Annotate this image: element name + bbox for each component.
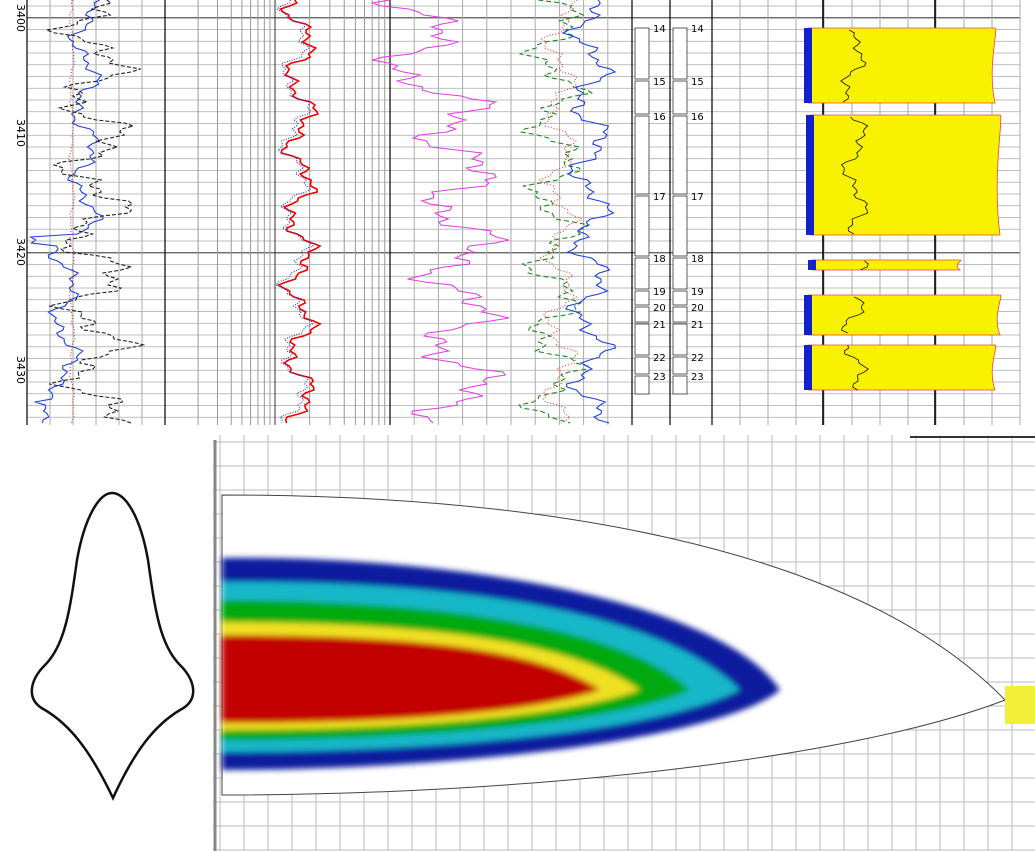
porosity-edge — [804, 345, 812, 390]
porosity-edge — [806, 115, 814, 235]
zone-box — [673, 324, 687, 355]
zone-label: 20 — [691, 303, 704, 314]
zone-label: 14 — [653, 24, 666, 35]
depth-label: 3400 — [14, 4, 27, 32]
zone-box — [673, 376, 687, 394]
pay-fill — [806, 345, 996, 390]
zone-box — [673, 81, 687, 114]
fracture-shape — [32, 493, 193, 798]
zone-label: 21 — [691, 320, 704, 331]
zone-box — [635, 291, 649, 305]
well-log-panel: 3400 3410 3420 3430 14 15 16 17 18 19 20 21 22 23 14 15… — [14, 0, 1020, 425]
gamma-ray-curve — [31, 0, 103, 423]
zone-label: 14 — [691, 24, 704, 35]
zone-label: 15 — [691, 77, 704, 88]
zone-label: 17 — [691, 192, 704, 203]
zone-label: 20 — [653, 303, 666, 314]
resistivity-deep — [279, 0, 321, 423]
fracture-panel — [32, 435, 1035, 851]
zone-box — [673, 196, 687, 256]
zone-label: 15 — [653, 77, 666, 88]
resistivity-shallow — [276, 0, 313, 423]
depth-label: 3420 — [14, 238, 27, 266]
porosity-edge — [808, 260, 816, 270]
pay-fill — [810, 260, 961, 270]
zone-label: 19 — [691, 287, 704, 298]
zone-label: 16 — [691, 112, 704, 123]
zone-box — [673, 307, 687, 322]
zone-box — [635, 28, 649, 79]
depth-label: 3410 — [14, 119, 27, 147]
zone-box — [635, 357, 649, 374]
caliper-curve — [47, 0, 145, 423]
porosity-edge — [804, 28, 812, 103]
zone-box — [635, 196, 649, 256]
depth-label: 3430 — [14, 356, 27, 384]
neutron-curve — [372, 0, 509, 423]
zone-box — [635, 376, 649, 394]
zone-box — [635, 258, 649, 289]
zone-label: 16 — [653, 112, 666, 123]
zone-box — [635, 307, 649, 322]
zone-label: 22 — [691, 353, 704, 364]
zone-label: 18 — [691, 254, 704, 265]
pay-fill — [808, 115, 1001, 235]
marker — [1005, 686, 1035, 724]
zone-box — [635, 116, 649, 194]
zone-label: 22 — [653, 353, 666, 364]
zone-label: 23 — [691, 372, 704, 383]
zone-box — [673, 357, 687, 374]
zone-label: 21 — [653, 320, 666, 331]
zone-box — [673, 116, 687, 194]
zone-label: 17 — [653, 192, 666, 203]
zone-box — [673, 28, 687, 79]
zone-box — [673, 258, 687, 289]
porosity-edge — [804, 295, 812, 335]
zone-label: 18 — [653, 254, 666, 265]
zone-box — [635, 324, 649, 355]
log-display: 3400 3410 3420 3430 14 15 16 17 18 19 20 21 22 23 14 15… — [0, 0, 1035, 851]
zone-box — [635, 81, 649, 114]
zone-box — [673, 291, 687, 305]
density-curve — [519, 0, 592, 423]
pay-fill — [806, 28, 996, 103]
pay-fill — [806, 295, 1001, 335]
zone-label: 19 — [653, 287, 666, 298]
sp-curve — [69, 0, 75, 423]
zone-label: 23 — [653, 372, 666, 383]
